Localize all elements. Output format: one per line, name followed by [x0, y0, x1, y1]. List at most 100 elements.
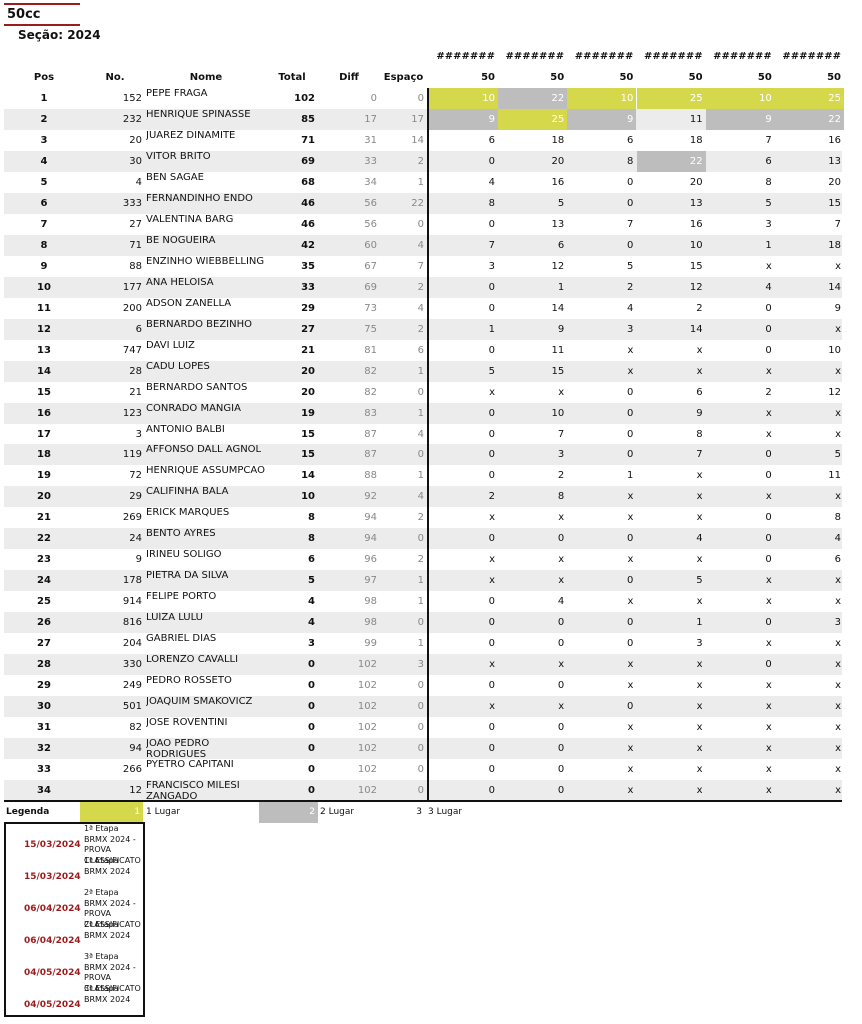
cell: HENRIQUE ASSUMPCAO — [146, 465, 265, 477]
race-cell: 9 — [696, 407, 703, 419]
race-cell: 0 — [765, 533, 772, 545]
cell: 46 — [301, 197, 315, 209]
race-cell: 4 — [488, 176, 495, 188]
cell: 0 — [417, 722, 424, 734]
race-cell: 5 — [765, 197, 772, 209]
cell: 96 — [364, 554, 377, 566]
cell: 4 — [417, 428, 424, 440]
race-cell: 0 — [765, 554, 772, 566]
cell: 152 — [122, 93, 142, 104]
cell: 30 — [37, 701, 51, 713]
cell: 98 — [364, 596, 377, 608]
race-cell: x — [696, 701, 703, 713]
race-cell: x — [558, 554, 565, 566]
race-cell: x — [765, 365, 772, 377]
event-date: 04/05/2024 — [24, 968, 81, 978]
cell: 98 — [364, 617, 377, 629]
cell: 0 — [417, 764, 424, 776]
cell: 82 — [364, 386, 377, 398]
cell: 102 — [357, 764, 377, 776]
cell: 17 — [364, 113, 377, 125]
race-cell: x — [696, 491, 703, 503]
event-date: 04/05/2024 — [24, 1000, 81, 1010]
cell: 92 — [364, 491, 377, 503]
cell: 20 — [301, 365, 315, 377]
cell: 2 — [417, 323, 424, 335]
race-cell: 0 — [557, 722, 565, 734]
race-cell: x — [765, 701, 772, 713]
race-cell: 0 — [488, 281, 495, 293]
race-cell: 8 — [557, 491, 565, 503]
cell: 2 — [417, 155, 424, 167]
row-background — [4, 570, 842, 592]
cell: 30 — [129, 155, 142, 167]
race-cell: x — [696, 596, 703, 608]
cell: 11 — [37, 302, 51, 314]
race-cell: 0 — [557, 743, 565, 755]
race-cell: 0 — [765, 449, 772, 461]
cell: 21 — [37, 512, 51, 524]
cell: BEN SAGAE — [146, 171, 204, 183]
race-cell: 18 — [551, 134, 565, 146]
race-cell: 3 — [765, 218, 772, 230]
race-cell: x — [627, 491, 634, 503]
race-cell: 25 — [498, 108, 568, 130]
race-cell: 0 — [488, 743, 495, 755]
race-cell: 0 — [627, 701, 634, 713]
cell: 330 — [122, 659, 142, 671]
cell: 87 — [364, 428, 377, 440]
cell: 20 — [129, 134, 142, 146]
race-cell: 2 — [627, 281, 634, 293]
race-cell: 0 — [627, 407, 634, 419]
cell: 35 — [301, 260, 315, 272]
cell: 33 — [37, 764, 51, 776]
race-cell: 9 — [557, 323, 565, 335]
cell: 7 — [40, 218, 48, 230]
cell: 16 — [37, 407, 51, 419]
race-cell: 0 — [765, 323, 772, 335]
divider — [427, 88, 429, 802]
race-cell: x — [489, 659, 495, 671]
race-cell: 0 — [557, 785, 565, 796]
row-background — [4, 654, 842, 676]
event-date: 06/04/2024 — [24, 904, 81, 914]
cell: 0 — [417, 218, 424, 230]
cell: ANTONIO BALBI — [146, 423, 225, 435]
event-date: 15/03/2024 — [24, 840, 81, 850]
race-cell: 5 — [488, 365, 495, 377]
cell: 22 — [37, 533, 51, 545]
race-header: ####### — [782, 51, 841, 62]
cell: 94 — [129, 743, 142, 755]
cell: 0 — [308, 701, 315, 713]
race-cell: 0 — [627, 386, 634, 398]
race-cell: x — [835, 365, 841, 377]
cell: 28 — [129, 365, 142, 377]
race-cell: x — [765, 428, 772, 440]
race-cell: 0 — [627, 638, 634, 650]
race-cell: x — [696, 659, 703, 671]
cell: 29 — [301, 302, 315, 314]
cell: 87 — [364, 449, 377, 461]
cell: 24 — [129, 533, 142, 545]
cell: 23 — [37, 554, 51, 566]
race-cell: 7 — [765, 134, 772, 146]
cell: 14 — [37, 365, 51, 377]
race-cell: 4 — [834, 533, 841, 545]
race-cell: 2 — [765, 386, 772, 398]
cell: ENZINHO WIEBBELLING — [146, 255, 265, 267]
event-row: 04/05/2024 3ª Etapa BRMX 2024 - PROVA CLA… — [6, 952, 147, 993]
race-cell: 16 — [689, 218, 703, 230]
race-cell: x — [835, 575, 841, 587]
race-cell: x — [627, 344, 634, 356]
cell: 0 — [370, 93, 377, 104]
cell: FELIPE PORTO — [146, 591, 217, 603]
event-date: 15/03/2024 — [24, 872, 81, 882]
race-cell: 18 — [828, 239, 841, 251]
race-cell: 0 — [627, 533, 634, 545]
cell: BENTO AYRES — [146, 528, 216, 540]
race-cell: 4 — [765, 281, 772, 293]
race-cell: x — [835, 428, 841, 440]
race-cell: 3 — [696, 638, 703, 650]
cell: 67 — [364, 260, 377, 272]
race-cell: 0 — [488, 155, 495, 167]
